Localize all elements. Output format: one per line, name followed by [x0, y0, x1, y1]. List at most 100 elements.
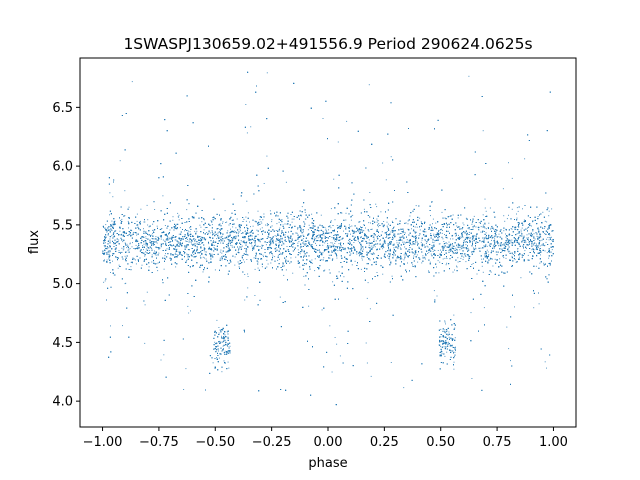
data-point	[308, 224, 310, 226]
data-point	[456, 245, 458, 247]
data-point	[322, 231, 324, 233]
data-point	[490, 258, 492, 260]
data-point	[339, 248, 341, 250]
data-point	[139, 223, 141, 225]
data-point	[456, 225, 458, 227]
data-point	[489, 207, 491, 209]
data-point	[180, 243, 182, 245]
data-point	[227, 230, 229, 232]
data-point	[532, 230, 534, 232]
data-point	[165, 253, 166, 255]
data-point	[262, 254, 264, 256]
data-point	[372, 245, 374, 247]
data-point	[166, 248, 168, 250]
data-point	[194, 249, 195, 251]
data-point	[328, 232, 330, 234]
data-point	[239, 230, 241, 232]
data-point	[533, 243, 534, 245]
data-point	[159, 235, 161, 237]
data-point	[520, 277, 522, 279]
data-point	[539, 245, 541, 247]
data-point	[237, 261, 239, 263]
data-point	[286, 223, 288, 225]
data-point	[231, 245, 233, 247]
data-point	[338, 246, 340, 247]
data-point	[129, 234, 131, 236]
data-point	[200, 226, 202, 228]
data-point	[332, 238, 334, 240]
data-point	[135, 263, 137, 265]
data-point	[211, 253, 213, 255]
data-point	[304, 211, 306, 213]
data-point	[351, 247, 353, 249]
data-point	[473, 247, 474, 249]
data-point	[338, 243, 340, 245]
data-point	[126, 235, 128, 236]
data-point	[104, 242, 106, 244]
data-point	[206, 232, 208, 233]
data-point	[386, 221, 388, 223]
data-point	[366, 253, 368, 255]
data-point	[257, 234, 259, 236]
data-point	[475, 248, 477, 250]
data-point	[191, 243, 193, 245]
data-point	[303, 275, 305, 277]
data-point	[545, 241, 547, 243]
data-point	[219, 341, 221, 343]
data-point	[343, 230, 344, 232]
data-point	[232, 239, 234, 241]
data-point	[109, 250, 111, 252]
data-point	[257, 230, 259, 232]
data-point	[478, 226, 480, 228]
data-point	[297, 227, 299, 229]
data-point	[517, 210, 519, 212]
data-point	[307, 229, 309, 231]
data-point	[546, 221, 548, 223]
data-point	[474, 225, 475, 227]
data-point	[214, 341, 216, 343]
data-point	[275, 230, 277, 231]
data-point	[482, 271, 484, 273]
data-point	[452, 214, 454, 216]
data-point	[205, 251, 207, 253]
data-point	[325, 230, 327, 231]
data-point	[332, 244, 334, 246]
data-point	[469, 238, 471, 240]
data-point	[454, 269, 455, 271]
data-point	[453, 314, 455, 316]
data-point	[145, 236, 147, 238]
data-point	[537, 239, 539, 241]
data-point	[209, 232, 211, 234]
data-point	[401, 258, 403, 260]
data-point	[339, 239, 341, 241]
data-point	[254, 243, 256, 245]
data-point	[383, 240, 385, 242]
data-point	[113, 274, 115, 276]
data-point	[219, 229, 221, 231]
data-point	[320, 214, 322, 216]
data-point	[200, 238, 201, 240]
data-point	[278, 234, 280, 236]
data-point	[390, 248, 391, 250]
data-point	[290, 246, 292, 247]
data-point	[325, 228, 327, 230]
data-point	[193, 235, 194, 237]
data-point	[108, 258, 110, 260]
data-point	[320, 252, 322, 254]
data-point	[550, 236, 552, 238]
data-point	[533, 233, 535, 235]
data-point	[431, 201, 433, 203]
data-point	[395, 250, 396, 252]
data-point	[109, 251, 111, 253]
data-point	[365, 227, 366, 229]
data-point	[459, 236, 461, 238]
data-point	[443, 346, 445, 348]
data-point	[525, 242, 527, 244]
data-point	[443, 248, 445, 250]
data-point	[426, 245, 428, 247]
data-point	[299, 228, 301, 230]
data-point	[257, 245, 259, 247]
data-point	[548, 210, 550, 212]
data-point	[386, 225, 388, 227]
data-point	[407, 255, 409, 257]
